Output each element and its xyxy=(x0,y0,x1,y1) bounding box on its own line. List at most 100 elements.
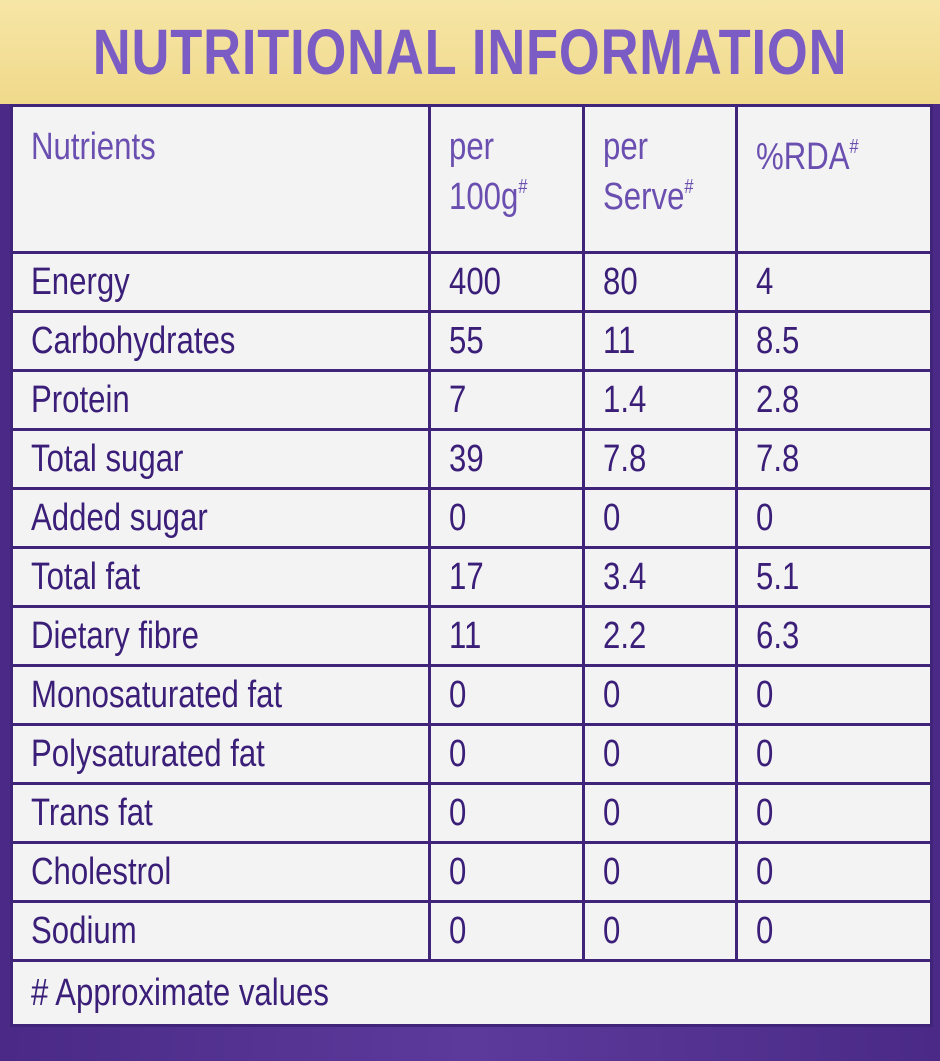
nutrient-name: Energy xyxy=(10,251,431,313)
nutrient-name: Sodium xyxy=(10,900,431,962)
cell-text: 0 xyxy=(756,850,774,893)
footnote-cell: # Approximate values xyxy=(10,959,933,1027)
value-cell: 0 xyxy=(428,782,585,844)
value-cell: 80 xyxy=(582,251,738,313)
nutrient-name: Added sugar xyxy=(10,487,431,549)
value-cell: 0 xyxy=(735,841,933,903)
cell-text: 0 xyxy=(756,732,774,775)
value-cell: 2.8 xyxy=(735,369,933,431)
value-cell: 0 xyxy=(735,782,933,844)
cell-text: Monosaturated fat xyxy=(31,673,283,716)
title-banner: NUTRITIONAL INFORMATION xyxy=(0,0,940,104)
cell-text: 17 xyxy=(449,555,484,598)
nutrient-name: Dietary fibre xyxy=(10,605,431,667)
header-line: Nutrients xyxy=(31,126,156,168)
value-cell: 4 xyxy=(735,251,933,313)
nutrient-row: Sodium 0 0 0 xyxy=(10,900,933,962)
value-cell: 0 xyxy=(428,841,585,903)
header-line: 100g xyxy=(449,176,519,218)
cell-text: 0 xyxy=(603,673,621,716)
cell-text: Sodium xyxy=(31,909,137,952)
value-cell: 1.4 xyxy=(582,369,738,431)
cell-text: 0 xyxy=(756,791,774,834)
cell-text: 8.5 xyxy=(756,319,800,362)
value-cell: 39 xyxy=(428,428,585,490)
header-cell: per 100g# xyxy=(428,104,585,254)
nutrient-name: Cholestrol xyxy=(10,841,431,903)
nutrient-name: Protein xyxy=(10,369,431,431)
nutrient-row: Total sugar 39 7.8 7.8 xyxy=(10,428,933,490)
nutrition-table: Nutrients per 100g# per Serve# %RDA# Energy 400… xyxy=(10,104,933,1027)
value-cell: 5.1 xyxy=(735,546,933,608)
cell-text: 7 xyxy=(449,378,467,421)
cell-text: 80 xyxy=(603,260,638,303)
nutrient-row: Monosaturated fat 0 0 0 xyxy=(10,664,933,726)
header-cell: per Serve# xyxy=(582,104,738,254)
value-cell: 3.4 xyxy=(582,546,738,608)
value-cell: 0 xyxy=(428,664,585,726)
cell-text: Trans fat xyxy=(31,791,153,834)
header-line: per xyxy=(603,126,649,168)
cell-text: Total sugar xyxy=(31,437,184,480)
nutrient-row: Dietary fibre 11 2.2 6.3 xyxy=(10,605,933,667)
nutrient-row: Cholestrol 0 0 0 xyxy=(10,841,933,903)
cell-text: Total fat xyxy=(31,555,141,598)
value-cell: 0 xyxy=(735,723,933,785)
value-cell: 0 xyxy=(428,723,585,785)
nutrient-row: Protein 7 1.4 2.8 xyxy=(10,369,933,431)
value-cell: 0 xyxy=(582,900,738,962)
cell-text: 0 xyxy=(603,850,621,893)
value-cell: 0 xyxy=(582,782,738,844)
cell-text: 5.1 xyxy=(756,555,800,598)
cell-text: Added sugar xyxy=(31,496,208,539)
cell-text: 1.4 xyxy=(603,378,647,421)
value-cell: 2.2 xyxy=(582,605,738,667)
value-cell: 0 xyxy=(735,487,933,549)
nutrient-name: Trans fat xyxy=(10,782,431,844)
nutrient-name: Total sugar xyxy=(10,428,431,490)
cell-text: 7.8 xyxy=(756,437,800,480)
footnote-mark: # xyxy=(849,136,859,158)
cell-text: 0 xyxy=(449,732,467,775)
header-cell: Nutrients xyxy=(10,104,431,254)
cell-text: 0 xyxy=(449,673,467,716)
value-cell: 0 xyxy=(735,664,933,726)
header-line: %RDA xyxy=(756,136,850,178)
nutrient-row: Carbohydrates 55 11 8.5 xyxy=(10,310,933,372)
value-cell: 0 xyxy=(582,841,738,903)
value-cell: 8.5 xyxy=(735,310,933,372)
cell-text: 2.2 xyxy=(603,614,647,657)
header-text: Nutrients xyxy=(31,127,156,167)
cell-text: 7.8 xyxy=(603,437,647,480)
value-cell: 11 xyxy=(582,310,738,372)
value-cell: 7 xyxy=(428,369,585,431)
nutrient-name: Monosaturated fat xyxy=(10,664,431,726)
cell-text: Dietary fibre xyxy=(31,614,199,657)
value-cell: 0 xyxy=(428,487,585,549)
nutrient-row: Trans fat 0 0 0 xyxy=(10,782,933,844)
cell-text: 0 xyxy=(449,850,467,893)
value-cell: 55 xyxy=(428,310,585,372)
title: NUTRITIONAL INFORMATION xyxy=(92,16,848,88)
cell-text: 3.4 xyxy=(603,555,647,598)
cell-text: 6.3 xyxy=(756,614,800,657)
value-cell: 400 xyxy=(428,251,585,313)
cell-text: 0 xyxy=(756,496,774,539)
header-text: %RDA# xyxy=(756,127,859,177)
footnote: # Approximate values xyxy=(31,971,329,1014)
cell-text: Protein xyxy=(31,378,130,421)
value-cell: 17 xyxy=(428,546,585,608)
value-cell: 0 xyxy=(735,900,933,962)
cell-text: 0 xyxy=(603,791,621,834)
cell-text: Carbohydrates xyxy=(31,319,236,362)
header-row: Nutrients per 100g# per Serve# %RDA# xyxy=(10,104,933,254)
cell-text: 400 xyxy=(449,260,501,303)
value-cell: 0 xyxy=(428,900,585,962)
cell-text: 0 xyxy=(756,673,774,716)
nutrient-row: Energy 400 80 4 xyxy=(10,251,933,313)
cell-text: 11 xyxy=(449,614,482,657)
cell-text: 39 xyxy=(449,437,484,480)
cell-text: 0 xyxy=(449,791,467,834)
footnote-row: # Approximate values xyxy=(10,959,933,1027)
